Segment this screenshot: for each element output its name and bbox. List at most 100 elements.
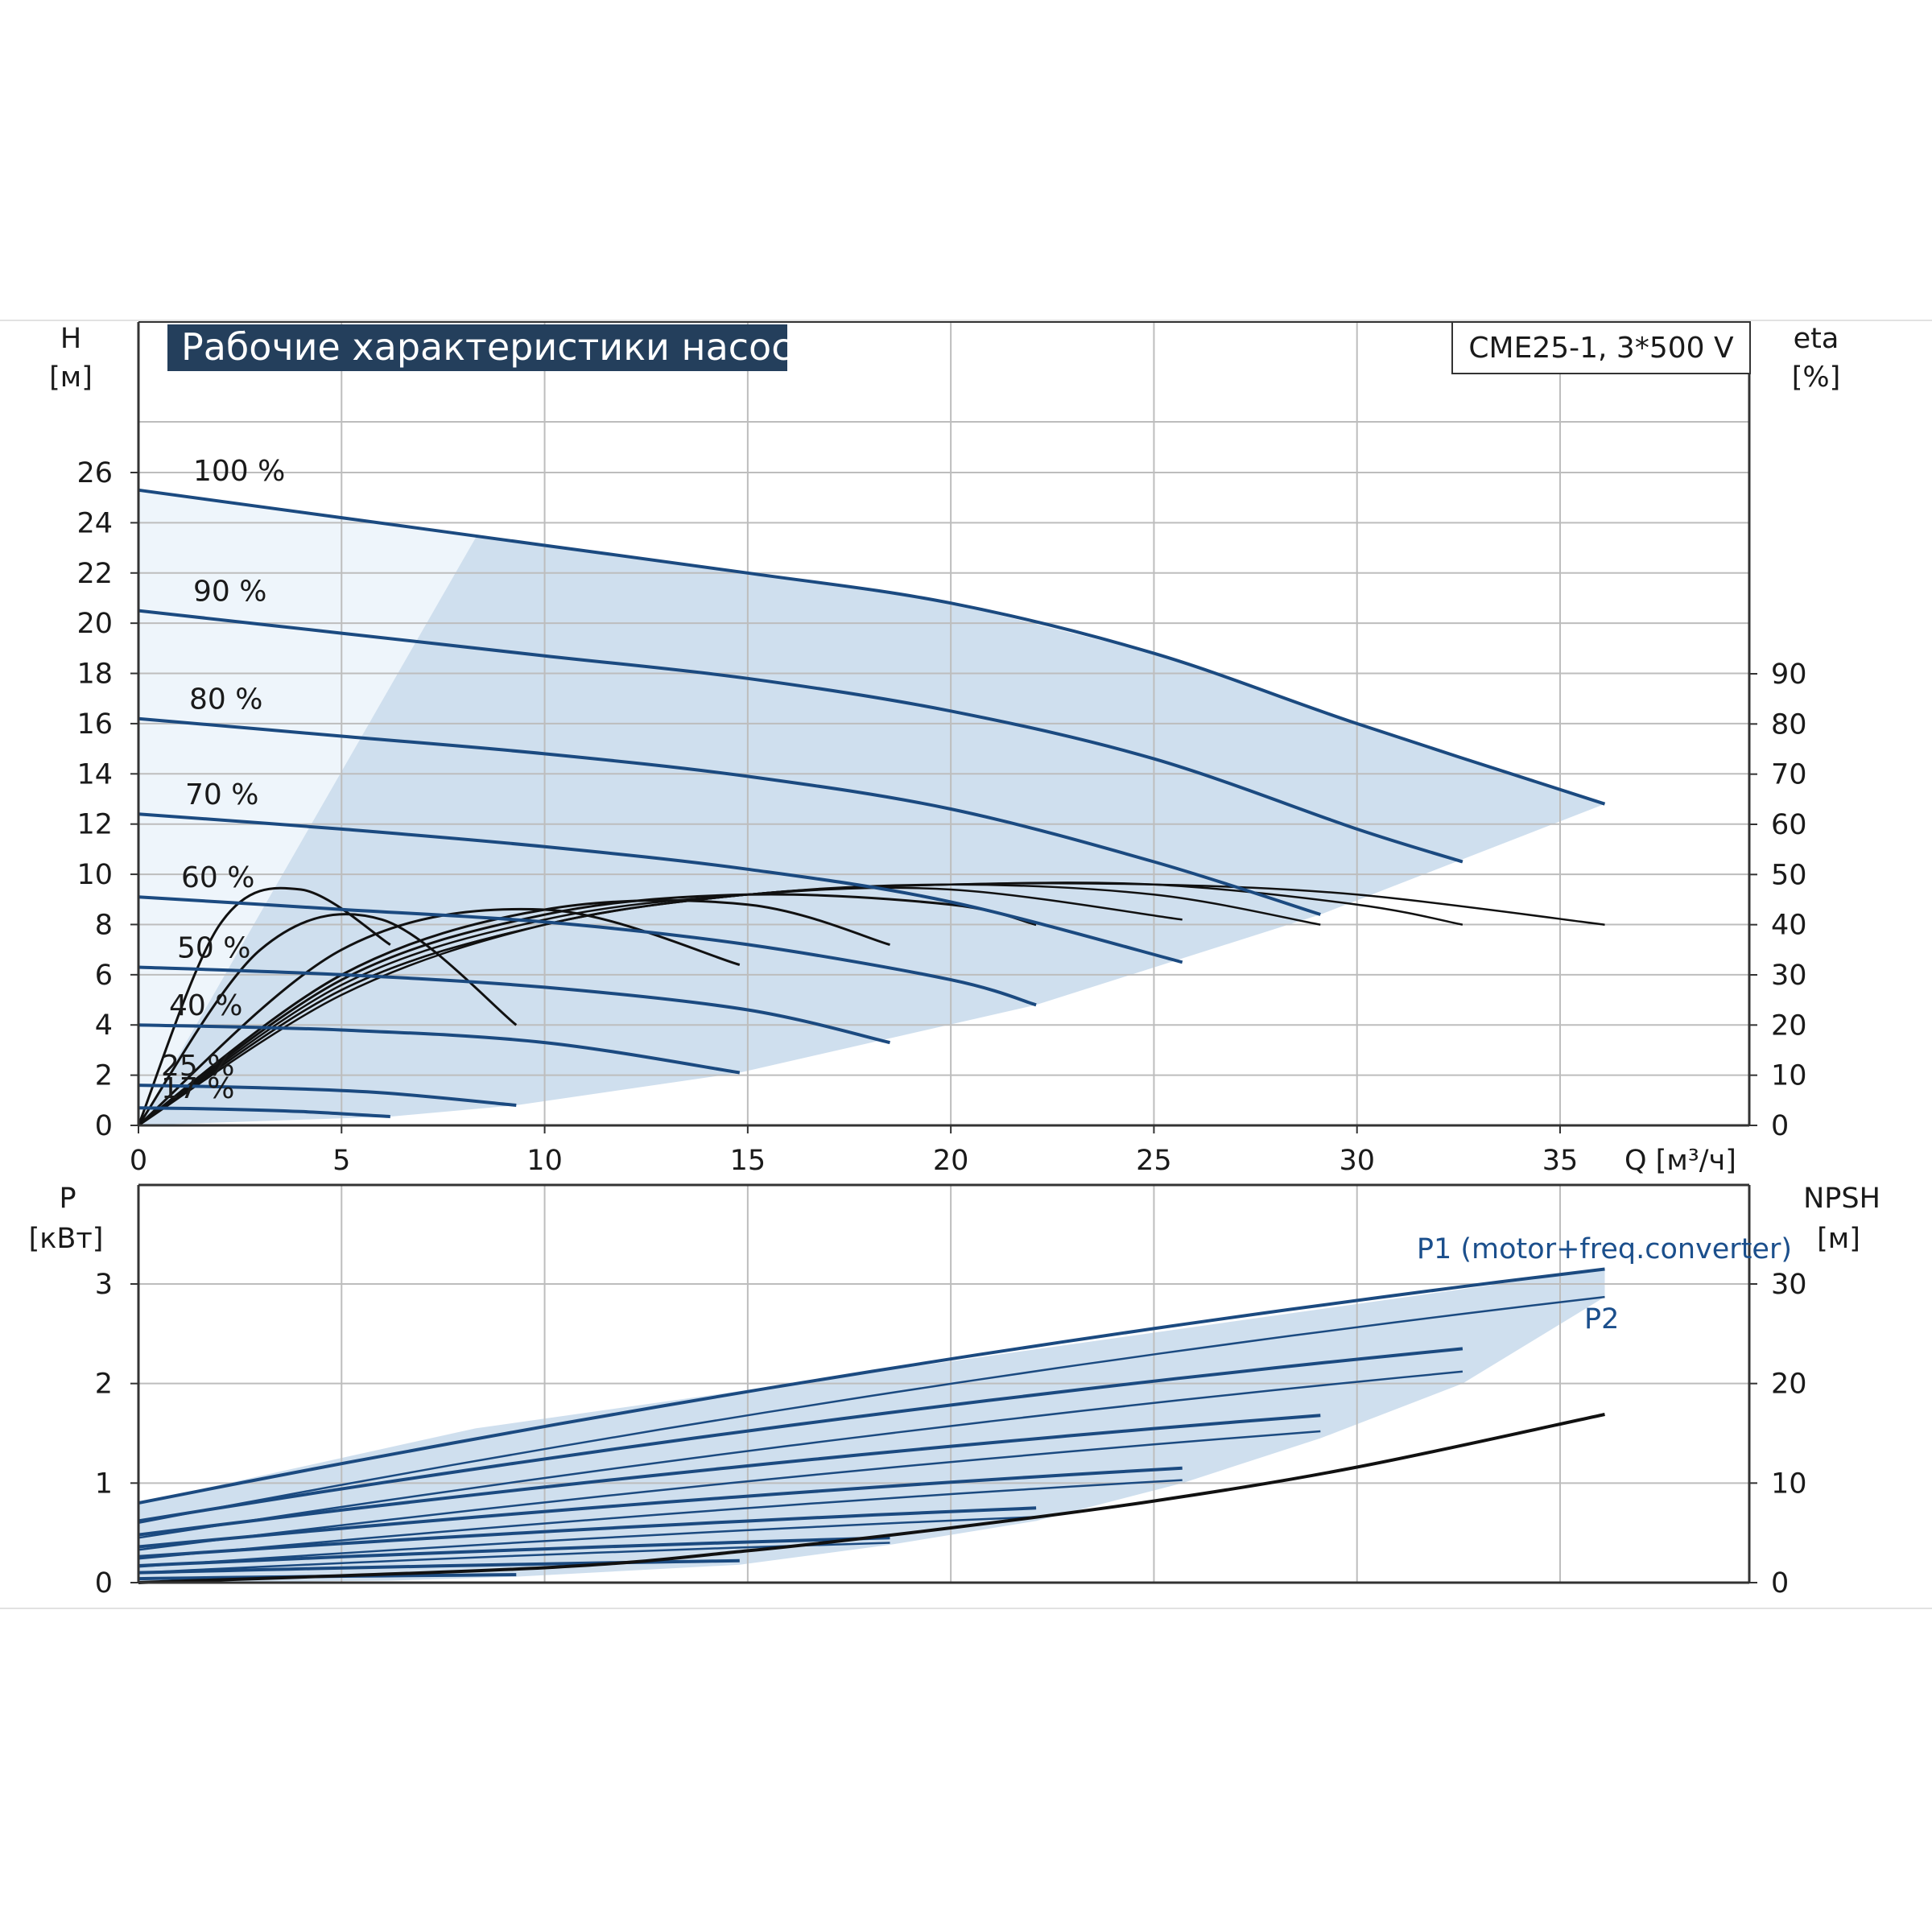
- eta-tick-label: 10: [1771, 1060, 1807, 1092]
- p-axis-label: P: [59, 1183, 76, 1215]
- p1-curve: [138, 1466, 1183, 1549]
- head-curve: [138, 1023, 741, 1075]
- upper-grid: [138, 322, 1749, 1125]
- eta-tick-label: 70: [1771, 759, 1807, 791]
- h-axis-unit: [м]: [49, 361, 93, 394]
- eta-tick-label: 30: [1771, 960, 1807, 992]
- power-curves: [138, 1267, 1605, 1584]
- eta-tick-label: 20: [1771, 1009, 1807, 1042]
- p2-curve: [138, 1370, 1463, 1539]
- h-tick-label: 26: [76, 457, 113, 489]
- head-curves: [138, 488, 1606, 1119]
- head-curve: [138, 1084, 517, 1107]
- efficiency-curve: [138, 899, 890, 1127]
- eta-tick-label: 80: [1771, 708, 1807, 741]
- speed-label: 17 %: [161, 1072, 234, 1105]
- q-tick-label: 30: [1339, 1145, 1375, 1177]
- p-tick-label: 3: [95, 1269, 113, 1301]
- eta-tick-label: 50: [1771, 859, 1807, 891]
- q-axis-label: Q [м³/ч]: [1624, 1145, 1736, 1177]
- head-efficiency-panel: 0246810121416182022242601020304050607080…: [49, 321, 1841, 1177]
- npsh-axis-label: NPSH: [1803, 1183, 1880, 1215]
- q-tick-label: 5: [332, 1145, 350, 1177]
- h-tick-label: 4: [95, 1009, 113, 1042]
- h-tick-label: 18: [76, 658, 113, 691]
- upper-tick-labels: 0246810121416182022242601020304050607080…: [76, 457, 1806, 1177]
- head-curve: [138, 488, 1606, 806]
- h-tick-label: 2: [95, 1060, 113, 1092]
- p-axis-unit: [кВт]: [29, 1223, 104, 1255]
- q-tick-label: 10: [526, 1145, 563, 1177]
- eta-tick-label: 40: [1771, 910, 1807, 942]
- speed-label: 90 %: [193, 576, 266, 609]
- efficiency-curve: [138, 886, 1183, 1127]
- eta-tick-label: 0: [1771, 1110, 1789, 1142]
- p1-label: P1 (motor+freq.converter): [1417, 1233, 1792, 1265]
- power-range-fill: [138, 1269, 1605, 1583]
- speed-label: 40 %: [169, 989, 242, 1022]
- p1-curve: [138, 1506, 1037, 1558]
- npsh-tick-label: 30: [1771, 1269, 1807, 1301]
- head-curve: [138, 895, 1037, 1007]
- h-tick-label: 14: [76, 758, 113, 791]
- p2-curve: [138, 1479, 1183, 1560]
- speed-label: 70 %: [185, 778, 258, 811]
- p1-curve: [138, 1414, 1321, 1537]
- eta-axis-label: eta: [1794, 323, 1839, 355]
- p2-curve: [138, 1542, 890, 1574]
- h-tick-label: 0: [95, 1110, 113, 1142]
- chart-title: Рабочие характеристики насоса: [181, 325, 815, 369]
- eta-tick-label: 60: [1771, 809, 1807, 841]
- npsh-tick-label: 20: [1771, 1368, 1807, 1401]
- efficiency-curve: [138, 893, 1037, 1127]
- h-tick-label: 8: [95, 909, 113, 941]
- p2-curve: [138, 1295, 1605, 1525]
- head-curve: [138, 1106, 390, 1119]
- p2-curve: [138, 1516, 1037, 1568]
- head-curve: [138, 609, 1463, 864]
- p-tick-label: 1: [95, 1468, 113, 1500]
- q-tick-label: 20: [933, 1145, 969, 1177]
- p1-curve: [138, 1347, 1463, 1523]
- speed-label: 25 %: [161, 1050, 234, 1083]
- npsh-tick-label: 0: [1771, 1567, 1789, 1600]
- npsh-tick-label: 10: [1771, 1468, 1807, 1500]
- speed-label: 80 %: [189, 683, 262, 716]
- q-tick-label: 25: [1136, 1145, 1172, 1177]
- h-tick-label: 12: [76, 809, 113, 841]
- p1-curve: [138, 1267, 1605, 1505]
- model-box: [1451, 321, 1751, 374]
- operating-range-fill: [138, 489, 1605, 1125]
- p2-label: P2: [1584, 1303, 1619, 1335]
- h-axis-label: H: [60, 323, 81, 355]
- h-tick-label: 16: [76, 708, 113, 741]
- p1-curve: [138, 1536, 890, 1567]
- speed-label: 60 %: [181, 861, 254, 894]
- power-range: [138, 1269, 1605, 1583]
- low-speed-zone: [138, 489, 476, 1125]
- h-tick-label: 6: [95, 960, 113, 992]
- head-curve: [138, 716, 1321, 916]
- h-tick-label: 24: [76, 507, 113, 539]
- eta-tick-label: 90: [1771, 658, 1807, 691]
- speed-labels: 100 % 90 % 80 % 70 % 60 % 50 % 40 % 25 %17 %: [161, 455, 285, 1105]
- model-label: CME25-1, 3*500 V: [1468, 332, 1734, 365]
- q-tick-label: 0: [130, 1145, 147, 1177]
- p-tick-label: 2: [95, 1368, 113, 1401]
- head-curve: [138, 965, 890, 1045]
- h-tick-label: 10: [76, 859, 113, 891]
- chart-title-box: [167, 324, 787, 371]
- h-tick-label: 22: [76, 558, 113, 590]
- operating-range: [138, 535, 1605, 1125]
- q-tick-label: 35: [1542, 1145, 1579, 1177]
- eta-axis-unit: [%]: [1792, 361, 1841, 394]
- q-tick-label: 15: [730, 1145, 766, 1177]
- p-tick-label: 0: [95, 1567, 113, 1600]
- efficiency-curve: [137, 913, 518, 1126]
- head-curve: [138, 812, 1183, 964]
- h-tick-label: 20: [76, 608, 113, 640]
- p2-curve: [138, 1430, 1321, 1551]
